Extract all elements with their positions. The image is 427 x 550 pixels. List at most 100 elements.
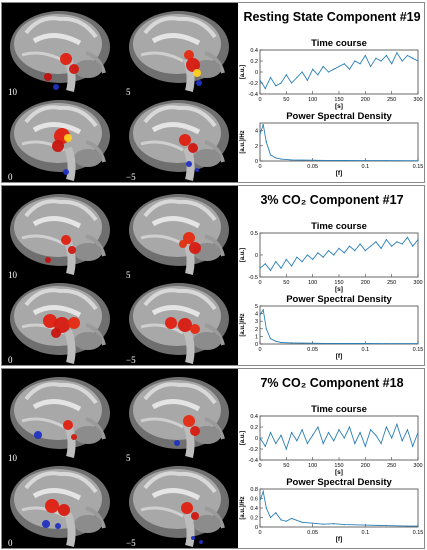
psd-data-point [275, 157, 277, 159]
x-tick-label: 250 [387, 97, 396, 103]
brain-slice [129, 100, 229, 181]
y-tick-label: 0 [255, 436, 258, 442]
time-course-data-point [280, 267, 282, 269]
psd-title: Power Spectral Density [286, 111, 392, 122]
psd-series-line [259, 124, 419, 162]
y-tick-label: 0.2 [250, 425, 258, 431]
brain-slice [129, 11, 229, 92]
time-course-ylabel: [a.u.] [240, 65, 246, 79]
slice-label: 0 [8, 538, 13, 548]
y-tick-label: 5 [255, 304, 258, 310]
psd-data-point [265, 507, 267, 509]
psd-data-point [291, 517, 293, 520]
time-course-data-point [264, 263, 266, 265]
y-tick-label: 2 [255, 327, 258, 333]
slice-label: 10 [8, 453, 18, 463]
y-tick-label: -0.2 [249, 81, 258, 87]
y-tick-label: 0.4 [250, 48, 258, 54]
time-course-data-point [322, 65, 324, 68]
time-course-data-point [333, 440, 335, 442]
psd-xlabel: [f] [336, 170, 343, 177]
psd-data-point [301, 159, 303, 161]
psd-data-point [385, 160, 387, 162]
time-course-data-point [406, 236, 409, 238]
time-course-data-point [348, 245, 351, 247]
psd-data-point [262, 123, 264, 126]
psd-data-point [280, 341, 282, 344]
psd-axes [259, 305, 419, 345]
x-tick-label: 250 [387, 463, 396, 469]
psd-data-point [322, 159, 324, 161]
time-course-data-point [417, 431, 419, 434]
time-course-data-point [401, 60, 403, 62]
y-tick-label: -0.4 [249, 92, 258, 98]
time-course-data-point [301, 71, 303, 73]
y-tick-label: 0.2 [250, 516, 258, 522]
brain-slice [10, 194, 110, 275]
psd-axes [259, 122, 419, 162]
x-tick-label: 200 [361, 463, 370, 469]
psd-data-point [291, 159, 293, 161]
brain-slice [129, 377, 229, 458]
x-tick-label: 0 [258, 347, 261, 353]
psd-title: Power Spectral Density [286, 477, 392, 488]
time-course-data-point [406, 54, 409, 57]
panel-title: 7% CO₂ Component #18 [260, 376, 403, 390]
psd-data-point [312, 159, 314, 161]
time-course-data-point [285, 74, 287, 76]
time-course-data-point [264, 87, 266, 90]
psd-data-point [301, 521, 303, 523]
time-course-data-point [322, 442, 324, 445]
time-course-data-point [291, 82, 293, 84]
time-course-data-point [343, 437, 345, 439]
x-tick-label: 150 [334, 280, 343, 286]
slice-label: 5 [126, 453, 131, 463]
slice-label: 10 [8, 87, 18, 97]
y-tick-label: 3 [255, 319, 258, 325]
time-course-data-point [348, 68, 351, 70]
time-course-data-point [333, 254, 335, 256]
time-course-data-point [385, 54, 387, 57]
psd-data-point [262, 490, 264, 492]
time-course-data-point [417, 60, 419, 62]
time-course-data-point [396, 52, 398, 54]
psd-data-point [322, 342, 324, 344]
brain-slice [129, 283, 229, 364]
y-tick-label: 0.4 [250, 414, 258, 420]
psd-data-point [269, 516, 272, 519]
time-course-data-point [364, 445, 366, 447]
time-course-data-point [338, 429, 340, 431]
time-course-data-point [327, 431, 330, 434]
x-tick-label: 0.1 [362, 164, 370, 170]
time-course-data-point [412, 445, 414, 447]
x-tick-label: 0.15 [413, 164, 424, 170]
psd-ylabel: [a.u.]/Hz [240, 496, 246, 519]
x-tick-label: 0.1 [362, 347, 370, 353]
time-course-data-point [359, 243, 361, 245]
x-tick-label: 0.15 [413, 530, 424, 536]
psd-data-point [343, 524, 345, 526]
time-course-data-point [306, 442, 308, 445]
psd-ylabel: [a.u.]/Hz [240, 313, 246, 336]
brain-slice [129, 466, 229, 547]
psd-data-point [343, 342, 345, 345]
time-course-data-point [343, 252, 345, 254]
time-course-data-point [275, 85, 277, 87]
time-course-data-point [269, 76, 272, 79]
figure-panel: 10 5 0 −5 7% CO₂ Component #18 Time course 0.4… [1, 368, 425, 549]
psd-series-line [259, 308, 418, 345]
time-course-data-point [259, 79, 261, 81]
y-tick-label: 0.5 [250, 231, 258, 237]
time-course-data-point [364, 54, 366, 57]
psd-data-point [269, 154, 272, 156]
y-tick-label: -0.5 [249, 275, 258, 281]
psd-data-point [265, 141, 267, 143]
time-course-data-point [327, 250, 330, 252]
figure-panel: 10 5 0 −5 3% CO₂ Component #17 Time course 0.5… [1, 185, 425, 366]
time-course-data-point [354, 442, 356, 445]
x-tick-label: 0.05 [307, 347, 318, 353]
time-course-data-point [312, 68, 314, 70]
time-course-data-point [296, 76, 298, 79]
brain-slice [10, 11, 110, 92]
time-course-data-point [317, 252, 319, 254]
